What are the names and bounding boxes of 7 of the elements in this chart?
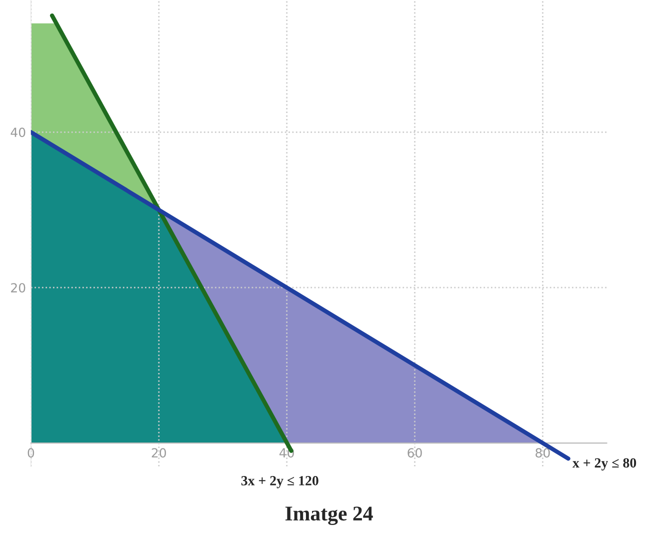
annotation: x + 2y ≤ 80 (572, 458, 636, 470)
x-tick-label: 60 (408, 448, 422, 458)
x-tick-label: 20 (152, 448, 166, 458)
x-tick-label: 0 (28, 448, 34, 458)
text: Imatge 24 (285, 506, 373, 526)
annotation: 3x + 2y ≤ 120 (241, 476, 318, 488)
x-tick-label: 80 (536, 448, 550, 458)
